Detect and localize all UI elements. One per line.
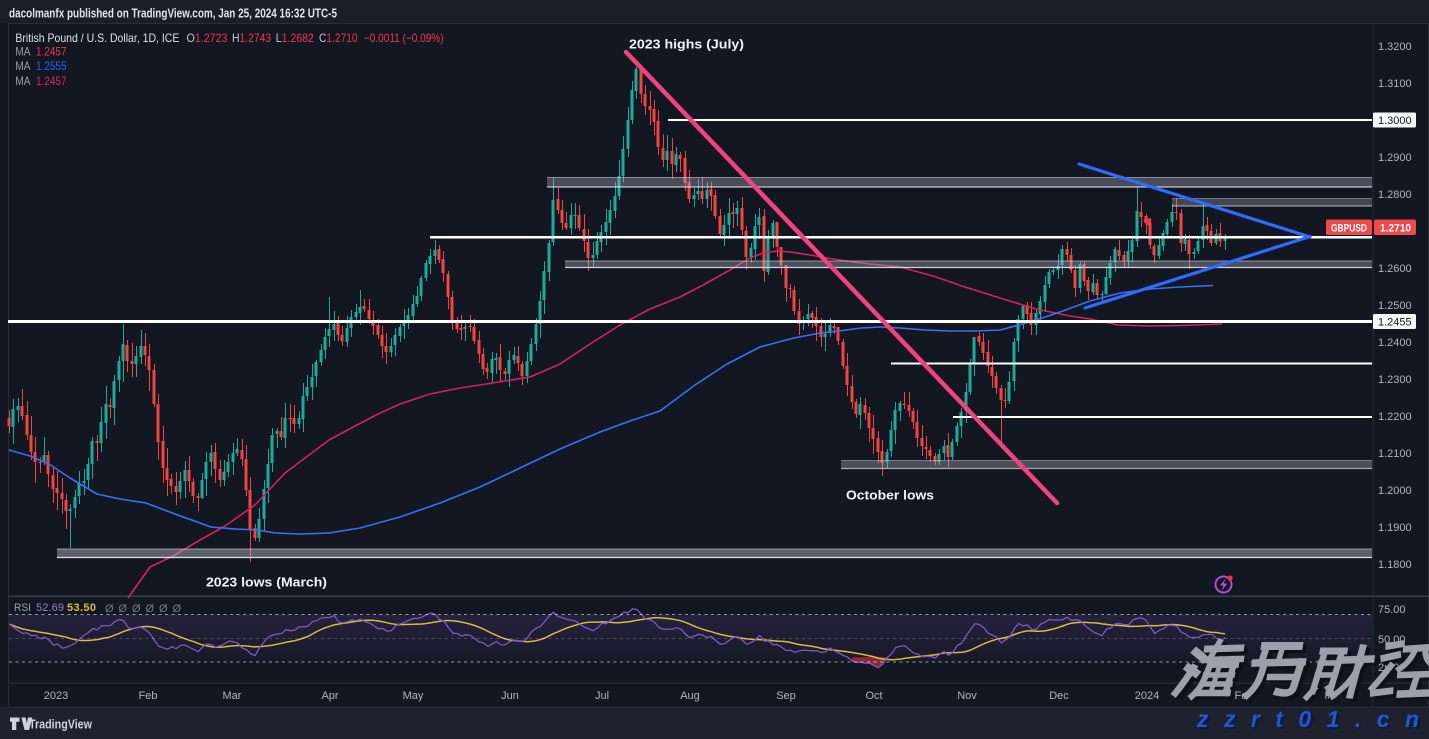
svg-text:MA: MA	[15, 59, 30, 73]
svg-text:Nov: Nov	[957, 690, 977, 702]
svg-text:O1.2723: O1.2723	[187, 31, 228, 45]
svg-text:1.2500: 1.2500	[1378, 300, 1412, 312]
svg-text:1.3200: 1.3200	[1378, 41, 1412, 53]
svg-text:1.2455: 1.2455	[1378, 317, 1412, 329]
svg-text:RSI: RSI	[14, 602, 31, 614]
svg-text:1.2710: 1.2710	[1380, 223, 1411, 235]
svg-text:−0.0011 (−0.09%): −0.0011 (−0.09%)	[364, 31, 444, 45]
svg-text:MA: MA	[15, 74, 30, 88]
svg-text:C1.2710: C1.2710	[319, 31, 358, 45]
svg-text:Oct: Oct	[865, 690, 882, 702]
svg-text:1.2100: 1.2100	[1378, 448, 1412, 460]
svg-text:MA: MA	[15, 44, 30, 58]
svg-text:53.50: 53.50	[67, 602, 96, 614]
svg-text:October lows: October lows	[846, 488, 934, 503]
svg-text:1.2200: 1.2200	[1378, 411, 1412, 423]
svg-text:Aug: Aug	[680, 690, 700, 702]
svg-text:1.1800: 1.1800	[1378, 559, 1412, 571]
svg-text:TradingView: TradingView	[29, 718, 92, 732]
svg-text:1.2900: 1.2900	[1378, 152, 1412, 164]
svg-text:2023 lows (March): 2023 lows (March)	[206, 575, 327, 590]
svg-text:2024: 2024	[1135, 690, 1159, 702]
svg-text:1.2457: 1.2457	[36, 74, 67, 88]
svg-text:Jun: Jun	[501, 690, 519, 702]
svg-text:L1.2682: L1.2682	[276, 31, 314, 45]
svg-text:British Pound / U.S. Dollar, 1: British Pound / U.S. Dollar, 1D, ICE	[15, 31, 179, 45]
svg-text:1.2457: 1.2457	[36, 44, 67, 58]
svg-text:Jul: Jul	[595, 690, 609, 702]
svg-text:zzrt01.cn: zzrt01.cn	[1196, 706, 1419, 732]
svg-text:1.2800: 1.2800	[1378, 189, 1412, 201]
svg-text:75.00: 75.00	[1378, 604, 1406, 616]
svg-text:dacolmanfx published on Tradin: dacolmanfx published on TradingView.com,…	[9, 7, 337, 21]
svg-text:May: May	[403, 690, 424, 702]
svg-text:Sep: Sep	[776, 690, 796, 702]
svg-text:1.2300: 1.2300	[1378, 374, 1412, 386]
svg-text:2023 highs (July): 2023 highs (July)	[629, 37, 744, 52]
svg-text:1.3100: 1.3100	[1378, 78, 1412, 90]
svg-text:Apr: Apr	[321, 690, 338, 702]
svg-text:GBPUSD: GBPUSD	[1331, 223, 1367, 235]
svg-text:zzrt01.cn: zzrt01.cn	[1199, 708, 1422, 734]
svg-text:1.2555: 1.2555	[36, 59, 67, 73]
svg-text:1.2600: 1.2600	[1378, 263, 1412, 275]
svg-text:2023: 2023	[44, 690, 68, 702]
svg-text:1.2400: 1.2400	[1378, 337, 1412, 349]
svg-text:1.2000: 1.2000	[1378, 485, 1412, 497]
svg-text:Mar: Mar	[223, 690, 242, 702]
svg-text:1.3000: 1.3000	[1378, 115, 1412, 127]
svg-text:Feb: Feb	[139, 690, 158, 702]
svg-text:H1.2743: H1.2743	[232, 31, 271, 45]
svg-text:52.69: 52.69	[36, 602, 64, 614]
svg-text:1.1900: 1.1900	[1378, 522, 1412, 534]
svg-text:Dec: Dec	[1049, 690, 1069, 702]
